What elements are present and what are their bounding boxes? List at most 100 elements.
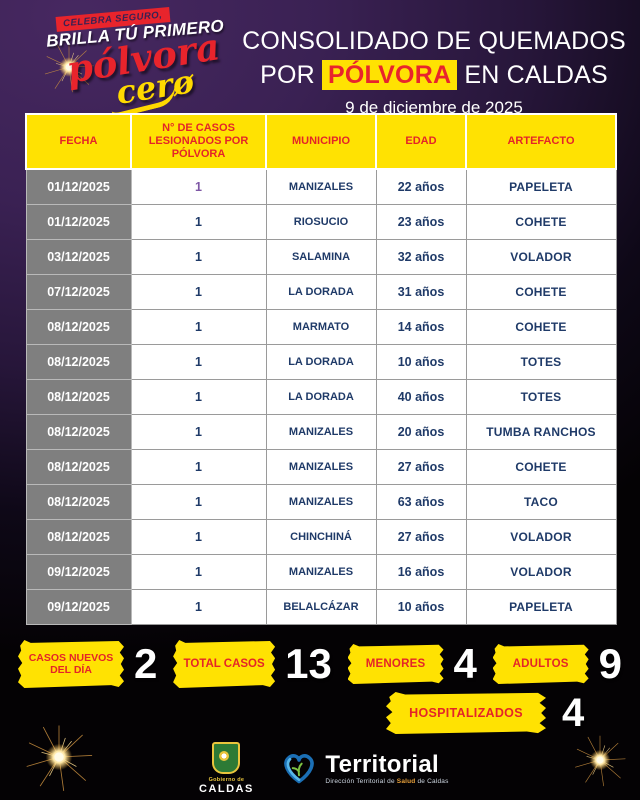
date-cell: 08/12/2025 [25,378,132,415]
municipality-cell: MANIZALES [265,413,377,450]
stat-total-cases-value: 13 [285,640,332,687]
cases-cell: 1 [130,588,267,625]
title-line2: POR PÓLVORA EN CALDAS [238,58,630,92]
municipality-cell: BELALCÁZAR [265,588,377,625]
caldas-government-logo: Gobierno de CALDAS [191,742,261,795]
stat-minors-label: MENORES [347,644,444,684]
stat-hospitalized-label: HOSPITALIZADOS [386,692,546,734]
stat-hospitalized: HOSPITALIZADOS 4 [386,692,584,734]
title-line2-pre: POR [260,61,323,89]
age-cell: 40 años [375,378,467,415]
stat-total-cases-label: TOTAL CASOS [173,640,276,688]
title-line1: CONSOLIDADO DE QUEMADOS [242,27,626,55]
municipality-cell: MANIZALES [265,168,377,205]
table-row: 08/12/2025 1 MARMATO 14 años COHETE [25,308,617,345]
cases-cell: 1 [130,483,267,520]
table-row: 08/12/2025 1 MANIZALES 20 años TUMBA RANCHOS [25,413,617,450]
municipality-cell: RIOSUCIO [265,203,377,240]
territorial-subtitle: Dirección Territorial de Salud de Caldas [325,778,448,785]
date-cell: 08/12/2025 [25,343,132,380]
age-cell: 63 años [375,483,467,520]
cases-cell: 1 [130,238,267,275]
artifact-cell: TOTES [465,343,617,380]
report-date: 9 de diciembre de 2025 [345,98,523,117]
footer: Gobierno de CALDAS Territorial Dirección… [0,742,640,795]
stat-new-cases-value: 2 [134,640,158,687]
stat-minors-value: 4 [453,640,477,687]
stat-hospitalized-value: 4 [562,691,585,735]
date-cell: 01/12/2025 [25,203,132,240]
age-cell: 27 años [375,448,467,485]
age-cell: 14 años [375,308,467,345]
territorial-logo: Territorial Dirección Territorial de Sal… [281,752,448,786]
table-row: 01/12/2025 1 MANIZALES 22 años PAPELETA [25,168,617,205]
municipality-cell: LA DORADA [265,378,377,415]
table-row: 08/12/2025 1 CHINCHINÁ 27 años VOLADOR [25,518,617,555]
cases-cell: 1 [130,448,267,485]
table-row: 09/12/2025 1 MANIZALES 16 años VOLADOR [25,553,617,590]
artifact-cell: VOLADOR [465,553,617,590]
title-line2-post: EN CALDAS [457,61,608,89]
territorial-subtitle-post: de Caldas [415,777,449,785]
territorial-heart-icon [284,753,315,783]
cases-cell: 1 [130,553,267,590]
column-header-1: N° DE CASOS LESIONADOS POR PÓLVORA [130,113,267,170]
artifact-cell: TUMBA RANCHOS [465,413,617,450]
stats-row: CASOS NUEVOS DEL DÍA 2 TOTAL CASOS 13 ME… [18,640,622,688]
stat-new-cases-label: CASOS NUEVOS DEL DÍA [18,640,124,688]
campaign-logo: CELEBRA SEGURO, BRILLA TÚ PRIMERO pólvor… [18,6,238,119]
territorial-subtitle-salud: Salud [396,777,416,785]
cases-table-wrap: FECHA N° DE CASOS LESIONADOS POR PÓLVORA M… [25,113,617,625]
table-row: 03/12/2025 1 SALAMINA 32 años VOLADOR [25,238,617,275]
date-cell: 03/12/2025 [25,238,132,275]
age-cell: 10 años [375,588,467,625]
municipality-cell: LA DORADA [265,273,377,310]
artifact-cell: COHETE [465,308,617,345]
cases-table: FECHA N° DE CASOS LESIONADOS POR PÓLVORA M… [25,113,617,625]
cases-cell: 1 [130,343,267,380]
age-cell: 32 años [375,238,467,275]
artifact-cell: COHETE [465,273,617,310]
municipality-cell: MANIZALES [265,483,377,520]
age-cell: 22 años [375,168,467,205]
caldas-logo-name: CALDAS [199,783,254,795]
territorial-subtitle-pre: Dirección Territorial de [325,777,397,785]
municipality-cell: MANIZALES [265,448,377,485]
date-cell: 01/12/2025 [25,168,132,205]
column-header-4: ARTEFACTO [465,113,617,170]
caldas-crest-icon [212,742,241,774]
page-title: CONSOLIDADO DE QUEMADOS POR PÓLVORA EN C… [238,24,630,118]
cases-cell: 1 [130,518,267,555]
date-cell: 07/12/2025 [25,273,132,310]
table-row: 08/12/2025 1 MANIZALES 27 años COHETE [25,448,617,485]
cases-cell: 1 [130,308,267,345]
date-cell: 08/12/2025 [25,483,132,520]
table-row: 08/12/2025 1 MANIZALES 63 años TACO [25,483,617,520]
cases-cell: 1 [130,413,267,450]
artifact-cell: PAPELETA [465,588,617,625]
column-header-3: EDAD [375,113,467,170]
territorial-text: Territorial Dirección Territorial de Sal… [325,752,448,785]
municipality-cell: SALAMINA [265,238,377,275]
age-cell: 20 años [375,413,467,450]
age-cell: 27 años [375,518,467,555]
table-row: 08/12/2025 1 LA DORADA 40 años TOTES [25,378,617,415]
table-row: 07/12/2025 1 LA DORADA 31 años COHETE [25,273,617,310]
table-row: 09/12/2025 1 BELALCÁZAR 10 años PAPELETA [25,588,617,625]
artifact-cell: VOLADOR [465,238,617,275]
artifact-cell: TOTES [465,378,617,415]
municipality-cell: MARMATO [265,308,377,345]
table-row: 01/12/2025 1 RIOSUCIO 23 años COHETE [25,203,617,240]
artifact-cell: PAPELETA [465,168,617,205]
municipality-cell: MANIZALES [265,553,377,590]
title-highlight: PÓLVORA [322,60,458,90]
age-cell: 10 años [375,343,467,380]
date-cell: 08/12/2025 [25,448,132,485]
table-header-row: FECHA N° DE CASOS LESIONADOS POR PÓLVORA M… [25,113,617,170]
stat-adults-value: 9 [598,640,622,687]
date-cell: 09/12/2025 [25,588,132,625]
municipality-cell: LA DORADA [265,343,377,380]
artifact-cell: COHETE [465,203,617,240]
municipality-cell: CHINCHINÁ [265,518,377,555]
